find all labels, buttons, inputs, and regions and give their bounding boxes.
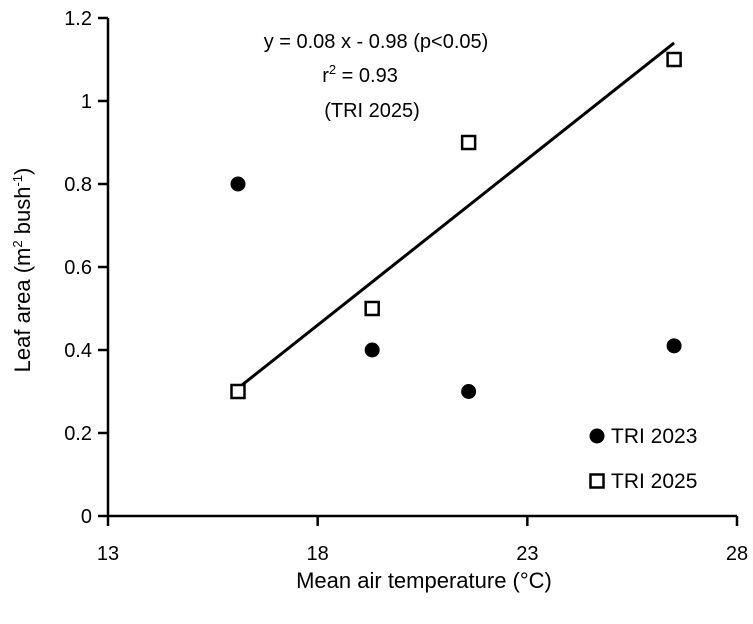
y-axis-title-unit: bush: [10, 187, 35, 241]
y-axis-title-close: ): [10, 168, 35, 175]
regression-line: [237, 41, 676, 390]
data-point-tri2025: [230, 383, 246, 400]
y-axis-title: Leaf area (m2 bush-1): [10, 168, 35, 373]
y-tick-label: 0: [81, 506, 92, 528]
y-tick-label: 0.4: [64, 340, 92, 362]
y-tick-label: 0.8: [64, 174, 92, 196]
regression: [237, 41, 676, 390]
legend-label: TRI 2023: [611, 425, 697, 448]
r-squared-prefix: r: [322, 65, 329, 87]
points: [230, 51, 682, 400]
legend-label: TRI 2025: [611, 470, 697, 493]
data-point-tri2025: [666, 51, 682, 68]
x-tick-label: 23: [516, 543, 538, 565]
data-point-tri2025: [364, 300, 380, 317]
x-tick-label: 18: [307, 543, 329, 565]
y-tick-label: 0.6: [64, 257, 92, 279]
legend: TRI 2023 TRI 2025: [589, 425, 697, 493]
x-tick-label: 13: [97, 543, 119, 565]
y-tick-label: 1.2: [64, 8, 92, 30]
r-squared-value: = 0.93: [336, 65, 398, 87]
regression-series-label: (TRI 2025): [324, 100, 420, 122]
ticks: 0 0.2 0.4 0.6 0.8 1 1.2 13 18 23 28: [64, 8, 748, 565]
y-axis-title-sup2: -1: [10, 175, 25, 187]
data-point-tri2023: [230, 176, 246, 192]
r-squared-label: r2 = 0.93: [322, 62, 398, 87]
y-tick-label: 0.2: [64, 423, 92, 445]
y-axis-title-sup1: 2: [10, 240, 25, 247]
data-point-tri2023: [364, 342, 380, 358]
data-point-tri2023: [666, 338, 682, 354]
regression-equation: y = 0.08 x - 0.98 (p<0.05): [264, 31, 489, 53]
legend-marker-tri2023: [589, 428, 605, 444]
x-axis-title: Mean air temperature (°C): [296, 568, 552, 593]
x-tick-label: 28: [726, 543, 748, 565]
y-tick-label: 1: [81, 91, 92, 113]
data-point-tri2023: [461, 384, 477, 399]
data-point-tri2025: [460, 134, 477, 151]
y-axis-title-main: Leaf area (m: [10, 248, 35, 373]
r-squared-superscript: 2: [329, 62, 336, 77]
legend-marker-tri2025: [589, 473, 605, 489]
